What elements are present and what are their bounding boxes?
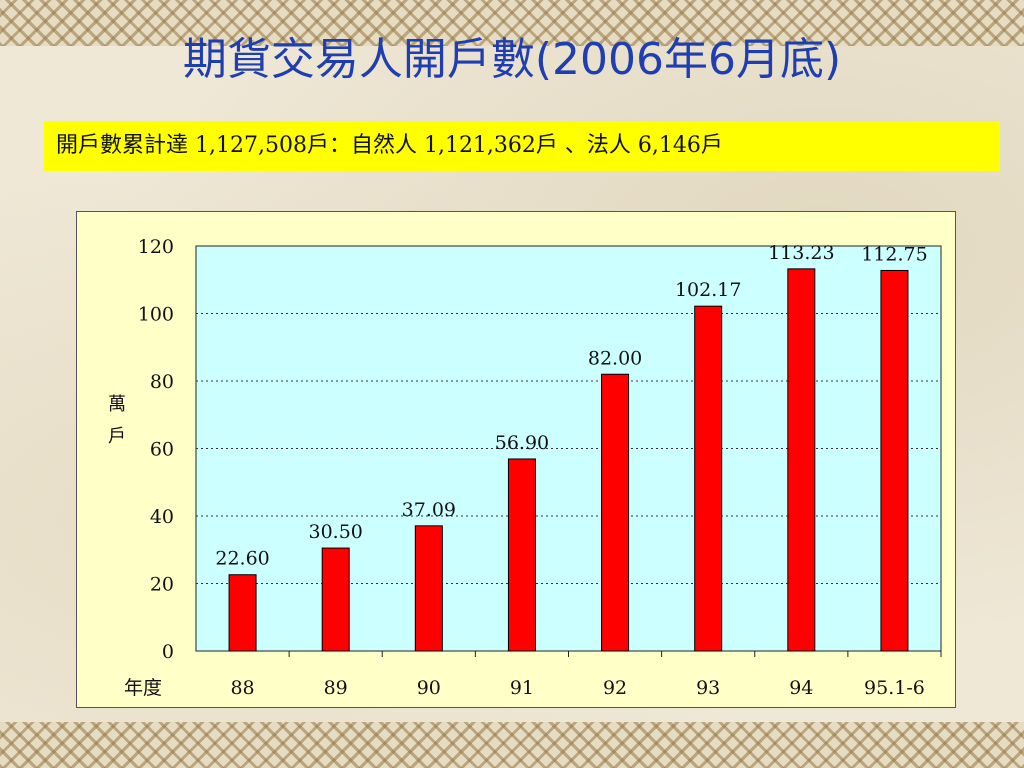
x-tick-label: 94 bbox=[789, 677, 813, 699]
data-label: 56.90 bbox=[495, 432, 549, 454]
y-tick-label: 20 bbox=[150, 574, 174, 596]
x-tick-label: 89 bbox=[324, 677, 348, 699]
data-label: 113.23 bbox=[768, 242, 834, 264]
y-axis-label-line-1: 萬 bbox=[108, 394, 126, 415]
chart-frame: 0 20 40 60 80 100 120 22.60 30.50 37.09 56.90 82.0… bbox=[76, 211, 956, 708]
bar bbox=[787, 268, 816, 652]
data-label: 102.17 bbox=[675, 279, 741, 301]
summary-banner: 開戶數累計達 1,127,508戶：自然人 1,121,362戶 、法人 6,1… bbox=[44, 121, 1000, 171]
x-axis-ticks: 88 89 90 91 92 93 94 95.1-6 bbox=[230, 651, 942, 699]
data-label: 30.50 bbox=[308, 521, 362, 543]
grid-lines bbox=[196, 313, 941, 584]
top-decorative-border bbox=[0, 0, 1024, 46]
x-tick-label: 88 bbox=[230, 677, 254, 699]
x-axis-label: 年度 bbox=[124, 677, 162, 699]
y-axis-ticks: 0 20 40 60 80 100 120 bbox=[138, 236, 174, 663]
data-labels: 22.60 30.50 37.09 56.90 82.00 102.17 113.23 112… bbox=[215, 242, 927, 570]
x-tick-label: 91 bbox=[510, 677, 534, 699]
x-tick-label: 93 bbox=[696, 677, 720, 699]
bottom-decorative-border bbox=[0, 722, 1024, 768]
bar-chart: 0 20 40 60 80 100 120 22.60 30.50 37.09 56.90 82.0… bbox=[108, 236, 942, 699]
bar bbox=[601, 373, 630, 652]
y-tick-label: 40 bbox=[150, 506, 174, 528]
bar bbox=[414, 525, 443, 652]
y-tick-label: 60 bbox=[150, 439, 174, 461]
bar bbox=[507, 458, 536, 652]
y-tick-label: 100 bbox=[138, 304, 174, 326]
slide-title: 期貨交易人開戶數(2006年6月底) bbox=[182, 34, 842, 85]
bar bbox=[321, 547, 350, 652]
y-axis-label-line-2: 戶 bbox=[108, 426, 126, 447]
data-label: 37.09 bbox=[402, 499, 456, 521]
data-label: 22.60 bbox=[215, 548, 269, 570]
bar bbox=[880, 269, 909, 652]
bars bbox=[228, 268, 909, 652]
x-tick-label: 95.1-6 bbox=[864, 677, 925, 699]
y-tick-label: 80 bbox=[150, 371, 174, 393]
y-tick-label: 0 bbox=[162, 641, 174, 663]
bar bbox=[694, 305, 723, 652]
y-tick-label: 120 bbox=[138, 236, 174, 258]
data-label: 112.75 bbox=[861, 243, 927, 265]
x-tick-label: 92 bbox=[603, 677, 627, 699]
bar bbox=[228, 574, 257, 652]
data-label: 82.00 bbox=[588, 347, 642, 369]
x-tick-label: 90 bbox=[417, 677, 441, 699]
